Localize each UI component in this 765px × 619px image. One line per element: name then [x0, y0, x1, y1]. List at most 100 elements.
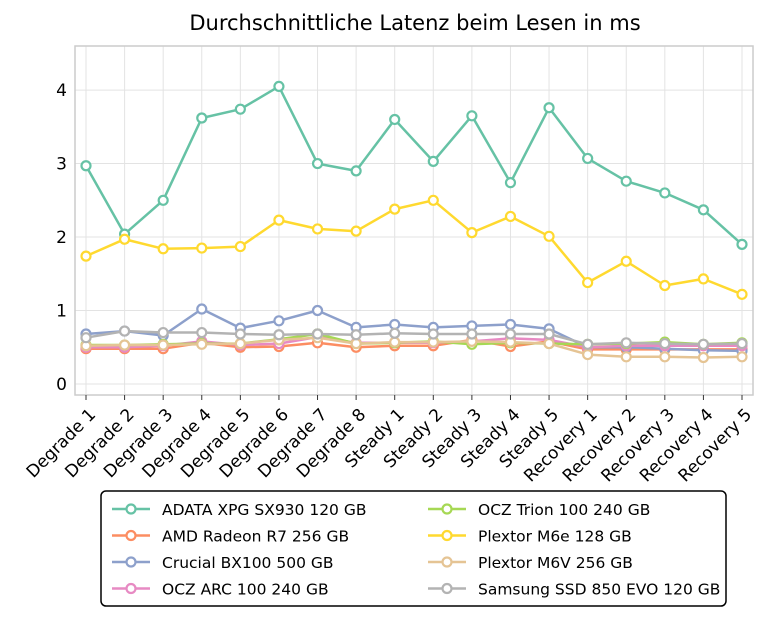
legend-item: Samsung SSD 850 EVO 120 GB	[428, 581, 720, 599]
y-tick-label: 2	[56, 228, 67, 248]
data-point	[157, 243, 169, 255]
data-point	[273, 315, 285, 327]
data-point	[466, 227, 478, 239]
y-axis: 0 1 2 3 4	[56, 81, 67, 395]
legend-label: Plextor M6V 256 GB	[478, 554, 633, 572]
data-point	[389, 336, 401, 348]
legend-label: ADATA XPG SX930 120 GB	[162, 501, 367, 519]
data-point	[234, 240, 246, 253]
data-point	[697, 273, 710, 285]
series-line	[85, 199, 743, 296]
legend-label: OCZ ARC 100 240 GB	[162, 581, 329, 599]
data-point	[697, 338, 710, 350]
data-point	[389, 327, 401, 339]
data-point	[80, 250, 92, 262]
data-point	[157, 194, 169, 206]
data-point	[543, 230, 555, 242]
data-point	[620, 255, 632, 267]
series	[80, 303, 748, 357]
data-point	[157, 339, 169, 351]
series	[80, 80, 748, 250]
legend-swatch-marker	[441, 582, 453, 595]
legend-item: AMD Radeon R7 256 GB	[112, 528, 349, 546]
series-line	[85, 307, 743, 353]
legend: ADATA XPG SX930 120 GB AMD Radeon R7 256 …	[100, 490, 727, 607]
data-point	[620, 175, 632, 187]
y-tick-label: 1	[56, 302, 67, 322]
data-point	[196, 242, 208, 254]
data-point	[157, 326, 169, 339]
legend-swatch-marker	[125, 556, 137, 568]
data-point	[736, 288, 748, 300]
legend-swatch-marker	[441, 556, 453, 568]
data-point	[504, 177, 517, 189]
legend-box	[100, 490, 727, 607]
series-line	[84, 85, 743, 246]
data-point	[736, 238, 748, 250]
legend-item: Plextor M6e 128 GB	[428, 528, 632, 546]
data-point	[389, 203, 401, 215]
data-point	[582, 276, 594, 289]
data-point	[311, 223, 324, 235]
data-point	[234, 328, 246, 340]
series-layer	[80, 80, 748, 364]
data-point	[311, 157, 324, 170]
legend-swatch-marker	[125, 582, 137, 595]
legend-label: OCZ Trion 100 240 GB	[478, 501, 650, 519]
data-point	[350, 337, 362, 350]
data-point	[118, 325, 131, 337]
data-point	[543, 328, 555, 340]
y-tick-label: 4	[56, 81, 67, 101]
data-point	[466, 110, 478, 122]
data-point	[466, 328, 478, 340]
legend-item: OCZ ARC 100 240 GB	[112, 581, 329, 599]
data-point	[350, 165, 362, 177]
legend-label: Plextor M6e 128 GB	[478, 528, 632, 546]
data-point	[196, 338, 208, 350]
data-point	[273, 214, 285, 226]
legend-swatch-marker	[125, 529, 137, 542]
data-point	[273, 329, 285, 341]
data-point	[350, 225, 362, 237]
data-point	[196, 112, 208, 124]
legend-swatch-marker	[441, 503, 453, 515]
data-point	[697, 351, 710, 364]
data-point	[118, 233, 131, 245]
data-point	[620, 337, 632, 349]
data-point	[234, 103, 246, 115]
data-point	[427, 155, 439, 167]
data-point	[582, 338, 594, 350]
data-point	[350, 329, 362, 341]
data-point	[311, 304, 324, 317]
data-point	[659, 279, 671, 292]
data-point	[543, 337, 555, 350]
legend-items: ADATA XPG SX930 120 GB AMD Radeon R7 256 …	[112, 501, 720, 599]
series-line	[85, 336, 743, 359]
data-point	[311, 328, 324, 340]
data-point	[196, 326, 208, 339]
data-point	[736, 351, 748, 363]
data-point	[697, 204, 710, 216]
legend-item: OCZ Trion 100 240 GB	[428, 501, 650, 519]
legend-swatch-marker	[125, 503, 137, 515]
data-point	[196, 303, 208, 315]
data-point	[427, 194, 439, 206]
legend-label: Crucial BX100 500 GB	[162, 554, 334, 572]
data-point	[389, 318, 401, 331]
legend-label: Samsung SSD 850 EVO 120 GB	[478, 581, 720, 599]
data-point	[659, 351, 671, 363]
series-line	[85, 329, 743, 346]
data-point	[659, 337, 671, 350]
data-point	[504, 318, 517, 331]
plot-frame	[74, 45, 754, 396]
legend-item: Plextor M6V 256 GB	[428, 554, 633, 572]
data-point	[80, 332, 92, 344]
data-point	[736, 337, 748, 350]
data-point	[389, 113, 401, 126]
data-point	[620, 351, 632, 363]
series	[80, 325, 748, 350]
data-point	[659, 187, 671, 199]
